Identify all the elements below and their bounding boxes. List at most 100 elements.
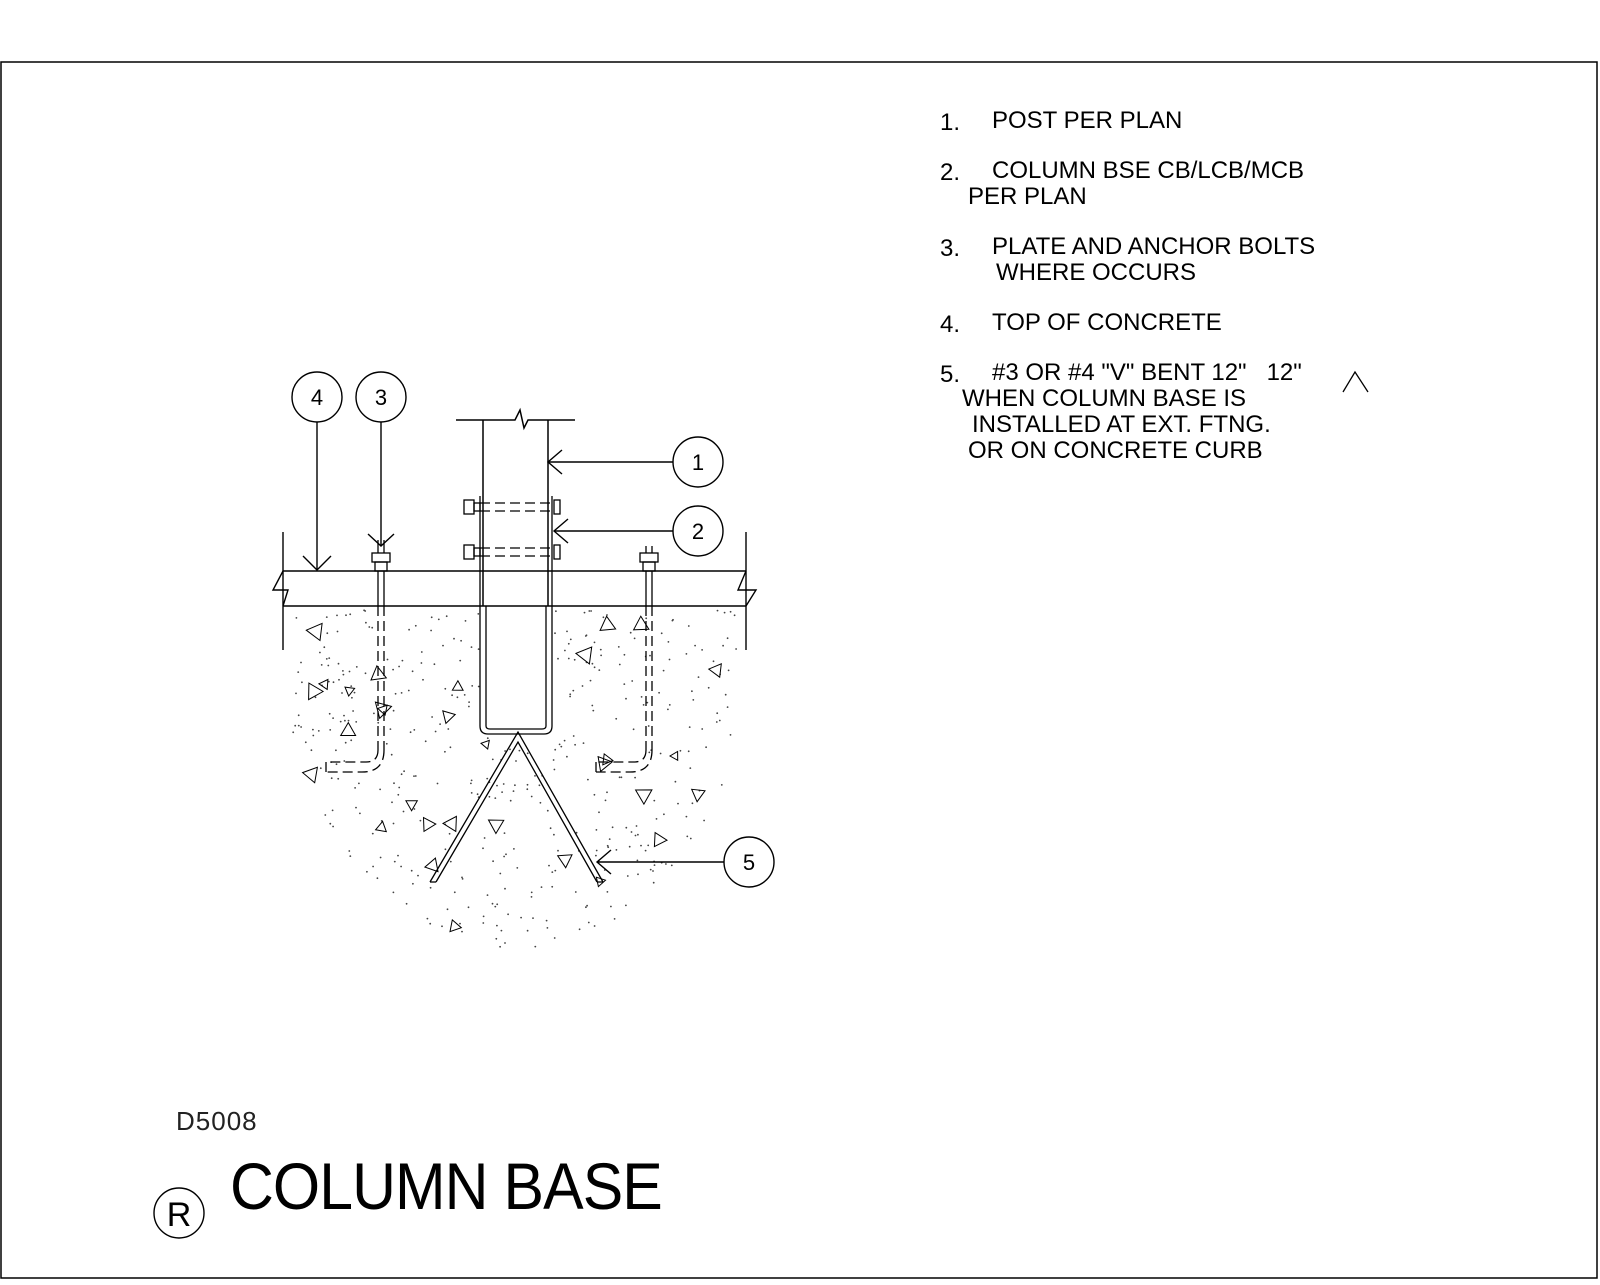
stipple-dot — [394, 692, 397, 695]
stipple-dot — [707, 686, 710, 689]
stipple-dot — [692, 699, 695, 701]
stipple-dot — [729, 734, 732, 736]
stipple-dot — [371, 832, 374, 835]
stipple-dot — [379, 856, 382, 859]
stipple-dot — [532, 917, 534, 919]
stipple-dot — [413, 808, 416, 810]
stipple-dot — [499, 872, 502, 875]
stipple-dot — [691, 802, 694, 805]
callout-1-label: 1 — [692, 450, 704, 475]
stipple-dot — [548, 864, 550, 867]
stipple-dot — [505, 853, 507, 856]
note-item: 5. #3 OR #4 "V" BENT 12" 12" WHEN COLUMN B… — [940, 360, 1500, 464]
stipple-dot — [409, 731, 412, 734]
note-item: 3. PLATE AND ANCHOR BOLTS WHERE OCCURS — [940, 234, 1500, 286]
stipple-dot — [598, 669, 601, 671]
stipple-dot — [591, 662, 594, 665]
stipple-dot — [606, 844, 609, 847]
stipple-dot — [648, 751, 651, 754]
detail-title: COLUMN BASE — [230, 1149, 663, 1223]
stipple-dot — [295, 692, 297, 695]
aggregate-triangle — [423, 857, 439, 873]
stipple-dot — [397, 793, 400, 796]
note-line: COLUMN BSE CB/LCB/MCB — [992, 157, 1305, 184]
stipple-dot — [625, 904, 627, 907]
stipple-dot — [349, 855, 352, 857]
note-number: 4. — [940, 311, 961, 338]
aggregate-triangle — [487, 819, 505, 835]
stipple-dot — [411, 670, 414, 673]
note-number: 2. — [940, 159, 961, 186]
stipple-dot — [301, 681, 303, 684]
stipple-dot — [496, 784, 498, 787]
stipple-dot — [593, 793, 596, 796]
stipple-dot — [444, 687, 447, 690]
stipple-dot — [606, 791, 608, 794]
stipple-dot — [459, 659, 462, 662]
stipple-dot — [471, 685, 474, 687]
stipple-dot — [319, 767, 322, 770]
stipple-dot — [595, 829, 598, 831]
stipple-dot — [663, 813, 665, 816]
stipple-dot — [486, 894, 489, 896]
stipple-dot — [590, 610, 592, 612]
stipple-dot — [392, 709, 395, 712]
stipple-dot — [726, 637, 729, 640]
stipple-dot — [338, 678, 340, 681]
stipple-dot — [625, 826, 628, 829]
stipple-dot — [439, 723, 441, 725]
stipple-dot — [444, 750, 446, 753]
stipple-dot — [320, 664, 323, 666]
note-line: #3 OR #4 "V" BENT 12" 12" — [992, 359, 1302, 386]
stipple-dot — [687, 750, 690, 753]
stipple-dot — [442, 644, 444, 647]
stipple-dot — [633, 637, 636, 640]
stipple-dot — [413, 775, 415, 777]
anchor-bolt-left — [325, 540, 391, 773]
stipple-dot — [417, 874, 419, 877]
stipple-dot — [631, 680, 634, 682]
stipple-dot — [461, 930, 463, 933]
aggregate-triangle — [441, 815, 457, 833]
stipple-dot — [495, 937, 498, 940]
stipple-dot — [583, 611, 586, 614]
stipple-dot — [530, 896, 533, 898]
stipple-dot — [600, 654, 602, 657]
stipple-dot — [588, 610, 591, 612]
post-bolts — [463, 499, 561, 560]
stipple-dot — [569, 695, 571, 698]
stipple-dot — [587, 778, 589, 781]
stipple-dot — [345, 614, 347, 617]
stipple-dot — [722, 644, 724, 647]
stipple-dot — [483, 837, 486, 839]
stipple-dot — [539, 801, 542, 804]
stipple-dot — [364, 672, 367, 675]
stipple-dot — [366, 870, 368, 873]
stipple-dot — [336, 630, 339, 633]
stipple-dot — [554, 869, 557, 872]
stipple-dot — [460, 639, 462, 642]
stipple-dot — [297, 724, 300, 727]
stipple-dot — [637, 833, 639, 836]
aggregate-triangle — [632, 615, 650, 631]
stipple-dot — [589, 679, 592, 682]
stipple-dot — [496, 903, 499, 906]
stipple-dot — [686, 835, 689, 838]
stipple-dot — [649, 868, 652, 871]
stipple-dot — [463, 694, 466, 696]
stipple-dot — [653, 864, 656, 866]
stipple-dot — [446, 908, 449, 911]
angle-symbol — [1342, 370, 1369, 393]
stipple-dot — [353, 691, 356, 694]
stipple-dot — [545, 919, 548, 922]
stipple-dot — [437, 618, 440, 621]
stipple-dot — [667, 641, 670, 643]
stipple-dot — [567, 642, 570, 645]
stipple-dot — [593, 666, 596, 669]
stipple-dot — [339, 720, 342, 723]
stipple-dot — [632, 728, 635, 731]
stipple-dot — [348, 850, 351, 852]
stipple-dot — [414, 624, 417, 627]
stipple-dot — [540, 886, 543, 888]
stipple-dot — [429, 922, 432, 925]
